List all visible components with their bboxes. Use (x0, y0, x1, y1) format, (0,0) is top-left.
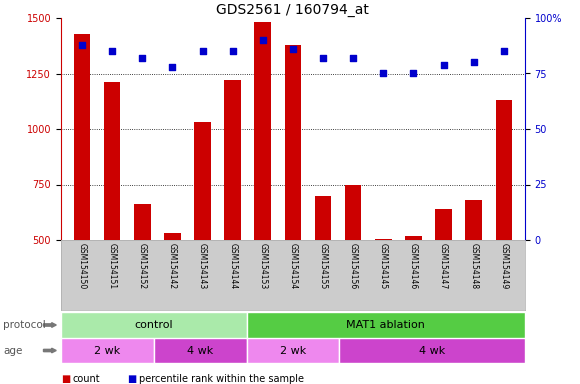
Text: GSM154147: GSM154147 (439, 243, 448, 289)
Point (258, 37, 267, 43)
Text: 4 wk: 4 wk (419, 346, 445, 356)
Bar (495, 100, 512, 240)
Bar (154, 338, 246, 363)
Text: GSM154155: GSM154155 (318, 243, 328, 289)
Point (349, 55, 358, 61)
Title: GDS2561 / 160794_at: GDS2561 / 160794_at (216, 3, 369, 17)
Point (379, 70, 388, 76)
Point (107, 48, 117, 55)
Text: GSM154154: GSM154154 (288, 243, 298, 289)
Text: GSM154149: GSM154149 (499, 243, 508, 289)
Text: GSM154150: GSM154150 (78, 243, 86, 289)
Text: percentile rank within the sample: percentile rank within the sample (139, 374, 304, 384)
Text: GSM154156: GSM154156 (349, 243, 358, 289)
Bar (255, 22, 271, 240)
Bar (285, 45, 301, 240)
Text: 4 wk: 4 wk (187, 346, 213, 356)
Bar (465, 200, 482, 240)
Bar (435, 209, 452, 240)
Point (499, 48, 509, 55)
Point (228, 48, 237, 55)
Bar (246, 338, 339, 363)
Text: GSM154151: GSM154151 (108, 243, 117, 289)
Bar (345, 184, 361, 240)
Text: 2 wk: 2 wk (94, 346, 121, 356)
Bar (315, 195, 331, 240)
Text: age: age (3, 346, 22, 356)
Point (198, 48, 207, 55)
Point (288, 46, 298, 52)
Bar (134, 204, 151, 240)
Bar (194, 122, 211, 240)
Text: GSM154144: GSM154144 (228, 243, 237, 289)
Point (409, 70, 418, 76)
Text: 2 wk: 2 wk (280, 346, 306, 356)
Text: protocol: protocol (3, 320, 46, 330)
Text: GSM154153: GSM154153 (258, 243, 267, 289)
Bar (61, 338, 154, 363)
Point (137, 55, 147, 61)
Bar (375, 239, 392, 240)
Text: GSM154142: GSM154142 (168, 243, 177, 289)
Text: GSM154145: GSM154145 (379, 243, 388, 289)
Text: GSM154143: GSM154143 (198, 243, 207, 289)
Bar (224, 80, 241, 240)
Bar (405, 235, 422, 240)
Bar (104, 83, 121, 240)
Point (318, 55, 328, 61)
Point (77, 41, 86, 48)
Text: ■: ■ (61, 374, 70, 384)
Bar (61, 312, 246, 338)
Text: control: control (135, 320, 173, 330)
Bar (246, 312, 525, 338)
Text: count: count (72, 374, 100, 384)
Text: ■: ■ (128, 374, 137, 384)
Text: GSM154146: GSM154146 (409, 243, 418, 289)
Bar (74, 33, 90, 240)
Text: MAT1 ablation: MAT1 ablation (346, 320, 425, 330)
Point (439, 61, 448, 68)
Bar (164, 233, 180, 240)
Point (469, 59, 478, 65)
Text: GSM154148: GSM154148 (469, 243, 478, 289)
Point (168, 64, 177, 70)
Bar (339, 338, 525, 363)
Text: GSM154152: GSM154152 (138, 243, 147, 289)
